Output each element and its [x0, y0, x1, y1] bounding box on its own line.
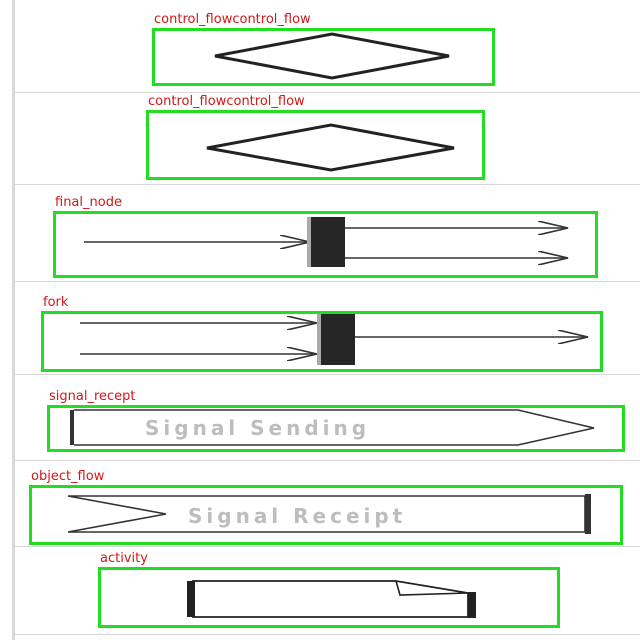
bbox-control-flow[interactable] [152, 28, 495, 86]
bbox-label: control_flowcontrol_flow [148, 94, 305, 109]
row-separator [15, 634, 640, 635]
bbox-activity[interactable] [98, 567, 560, 628]
signal-sending-shape: Signal Sending [70, 409, 595, 446]
bbox-label: signal_recept [49, 389, 136, 404]
bbox-fork[interactable] [41, 311, 603, 372]
row-separator [15, 92, 640, 93]
bbox-label: activity [100, 551, 148, 566]
left-border-rule [12, 0, 15, 640]
row-separator [15, 460, 640, 461]
bbox-final-node[interactable] [53, 211, 598, 278]
signal-sending-text: Signal Sending [145, 416, 370, 440]
bbox-label: final_node [55, 195, 122, 210]
activity-shape [187, 580, 476, 618]
bbox-control-flow[interactable] [146, 110, 485, 180]
signal-receipt-shape: Signal Receipt [67, 494, 591, 534]
bbox-signal-recept[interactable] [47, 405, 625, 452]
bbox-label: fork [43, 295, 69, 310]
decision-diamond [214, 32, 450, 80]
bbox-label: control_flowcontrol_flow [154, 12, 311, 27]
row-separator [15, 281, 640, 282]
join-node [84, 217, 568, 267]
decision-diamond [206, 123, 455, 172]
row-separator [15, 374, 640, 375]
bbox-object-flow[interactable] [29, 485, 623, 545]
bbox-label: object_flow [31, 469, 105, 484]
signal-receipt-text: Signal Receipt [188, 504, 406, 528]
row-separator [15, 546, 640, 547]
fork-node [80, 313, 588, 365]
row-separator [15, 184, 640, 185]
